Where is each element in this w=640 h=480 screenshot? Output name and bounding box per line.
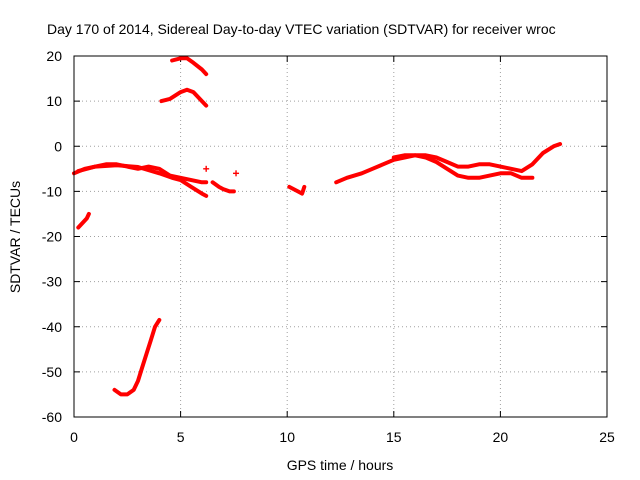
data-series bbox=[72, 56, 563, 397]
x-tick-label: 5 bbox=[177, 429, 185, 445]
series-arc-plus10 bbox=[159, 87, 209, 108]
x-tick-labels: 0 5 10 15 20 25 bbox=[70, 429, 615, 445]
x-tick-label: 15 bbox=[386, 429, 402, 445]
y-tick-label: -60 bbox=[42, 409, 62, 425]
x-axis-label: GPS time / hours bbox=[287, 457, 394, 473]
series-arc-neg55 bbox=[112, 318, 162, 397]
plot-frame bbox=[73, 55, 608, 418]
y-tick-label: -50 bbox=[42, 364, 62, 380]
x-tick-label: 20 bbox=[493, 429, 509, 445]
y-tick-labels: -60 -50 -40 -30 -20 -10 0 10 20 bbox=[42, 48, 62, 425]
axis-ticks bbox=[73, 55, 608, 418]
series-arc-main-c bbox=[334, 142, 563, 185]
isolated-point-marker bbox=[203, 165, 210, 172]
grid bbox=[74, 56, 607, 417]
y-tick-label: 20 bbox=[46, 48, 62, 64]
series-arc-neg18 bbox=[76, 211, 91, 230]
x-tick-label: 0 bbox=[70, 429, 78, 445]
series-arc-main-b bbox=[76, 163, 209, 198]
y-axis-label: SDTVAR / TECUs bbox=[7, 181, 23, 293]
series-arc-10h bbox=[287, 184, 307, 196]
y-tick-label: 10 bbox=[46, 93, 62, 109]
x-tick-label: 10 bbox=[279, 429, 295, 445]
series-arc-main-d bbox=[391, 153, 535, 180]
series-arc-plus18 bbox=[170, 56, 209, 77]
y-tick-label: -40 bbox=[42, 319, 62, 335]
series-arc-7h bbox=[210, 180, 236, 194]
y-tick-label: 0 bbox=[54, 138, 62, 154]
chart-title: Day 170 of 2014, Sidereal Day-to-day VTE… bbox=[47, 21, 556, 37]
isolated-point-marker bbox=[233, 170, 240, 177]
y-tick-label: -20 bbox=[42, 229, 62, 245]
y-tick-label: -10 bbox=[42, 183, 62, 199]
x-tick-label: 25 bbox=[599, 429, 615, 445]
y-tick-label: -30 bbox=[42, 274, 62, 290]
